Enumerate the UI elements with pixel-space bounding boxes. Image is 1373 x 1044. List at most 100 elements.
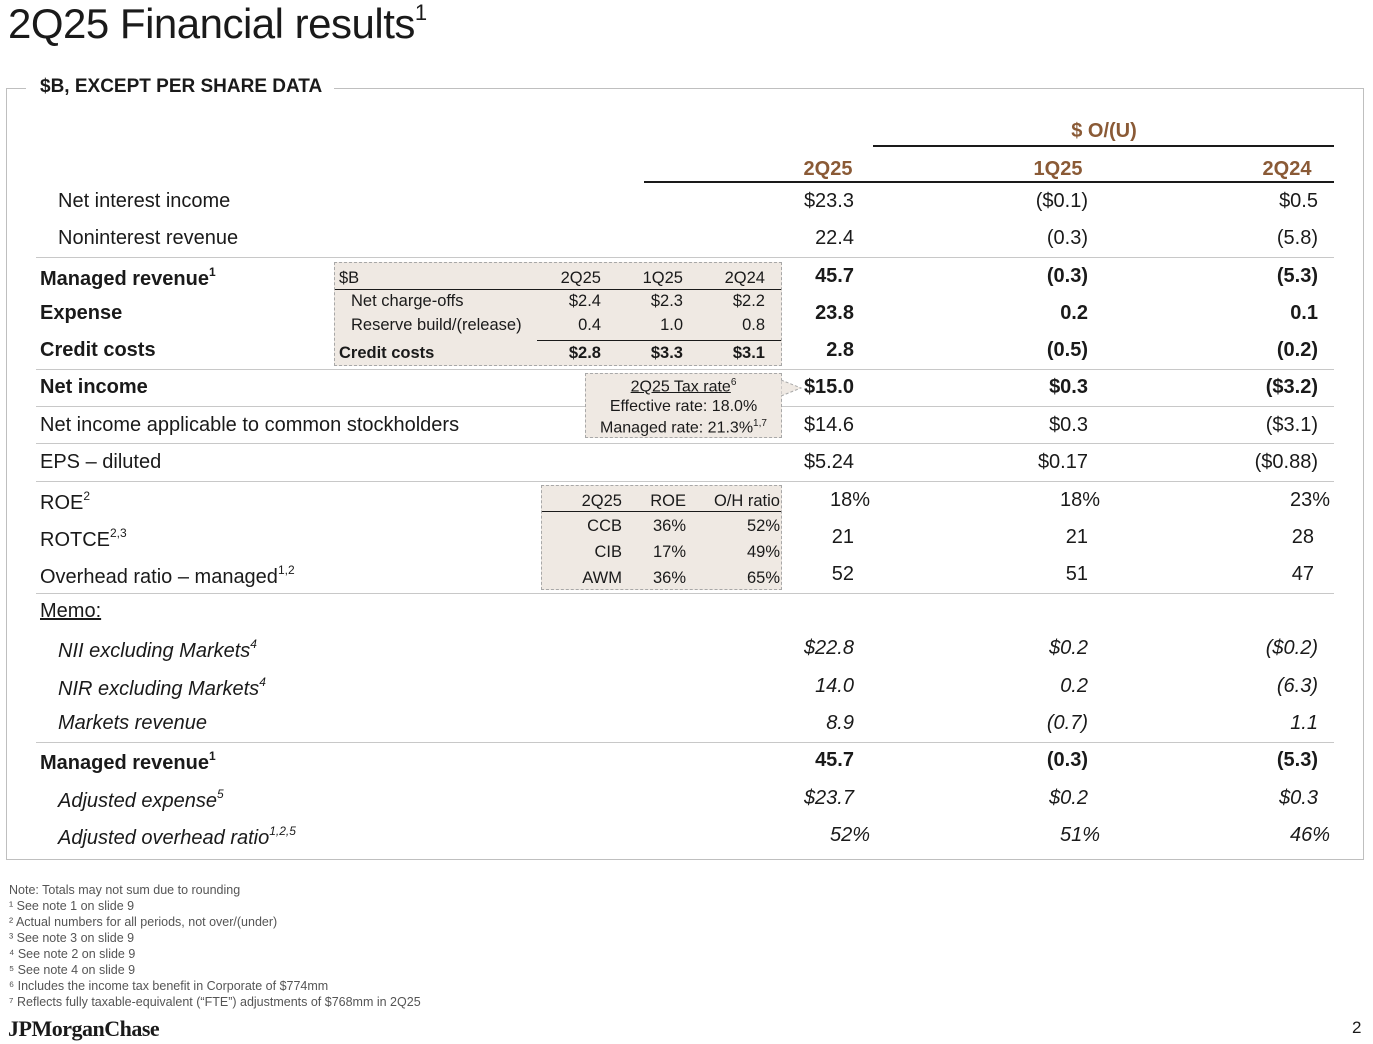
- row-divider: [36, 593, 1334, 594]
- page-number: 2: [1352, 1018, 1362, 1037]
- inset-header: $B: [339, 269, 360, 287]
- footnote: Note: Totals may not sum due to rounding: [9, 883, 241, 897]
- cell-value: (0.2): [1276, 339, 1318, 361]
- footnotes: Note: Totals may not sum due to rounding…: [9, 882, 421, 1010]
- cell-value: $0.17: [1037, 451, 1088, 473]
- effective-rate: Effective rate: 18.0%: [609, 398, 758, 415]
- cell-value: (0.3): [1046, 749, 1088, 771]
- col-header-2q25: 2Q25: [803, 158, 853, 180]
- row-label: Expense: [40, 302, 123, 324]
- cell-value: ($3.1): [1265, 414, 1318, 436]
- row-divider: [36, 369, 1334, 370]
- cell-value: $23.3: [803, 190, 854, 212]
- row-label: Overhead ratio – managed1,2: [40, 563, 295, 588]
- inset-cell: 52%: [746, 517, 780, 535]
- cell-value: ($0.88): [1254, 451, 1318, 473]
- inset-cell: 0.4: [578, 316, 601, 334]
- col-header-2q24: 2Q24: [1262, 158, 1312, 180]
- cell-value: 28: [1291, 526, 1314, 548]
- cell-value: $15.0: [803, 376, 854, 398]
- cell-value: 8.9: [826, 712, 854, 734]
- inset-cell: $3.3: [650, 344, 683, 362]
- row-label: Noninterest revenue: [58, 227, 239, 249]
- cell-value: 45.7: [815, 265, 854, 287]
- cell-value: ($0.2): [1265, 637, 1318, 659]
- cell-value: 22.4: [815, 227, 854, 249]
- cell-value: 52%: [829, 824, 870, 846]
- cell-value: 23%: [1289, 489, 1330, 511]
- footnote: ⁷ Reflects fully taxable-equivalent (“FT…: [9, 995, 421, 1009]
- inset-header: ROE: [650, 492, 686, 510]
- inset-header: 2Q25: [581, 492, 622, 510]
- cell-value: 1.1: [1290, 712, 1318, 734]
- footnote: ³ See note 3 on slide 9: [9, 931, 135, 945]
- row-label: Net income applicable to common stockhol…: [40, 414, 460, 436]
- cell-value: 52: [831, 563, 854, 585]
- inset-header: 2Q25: [560, 269, 601, 287]
- inset-rule: [335, 289, 781, 290]
- row-label: Net income: [40, 376, 148, 398]
- row-label: Credit costs: [40, 339, 156, 361]
- inset-rule: [537, 340, 781, 341]
- memo-row-label: Markets revenue: [58, 712, 207, 734]
- inset-row-label: CCB: [587, 517, 622, 535]
- cell-value: 45.7: [815, 749, 854, 771]
- cell-value: $0.3: [1049, 376, 1088, 398]
- roe-inset: 2Q25 ROE O/H ratio CCB 36% 52% CIB 17% 4…: [541, 485, 782, 590]
- inset-row-label: Reserve build/(release): [351, 316, 522, 334]
- cell-value: 51: [1065, 563, 1088, 585]
- row-label: Managed revenue1: [40, 749, 216, 774]
- memo-row-label: Adjusted expense5: [58, 787, 224, 812]
- row-divider: [36, 443, 1334, 444]
- cell-value: ($0.1): [1035, 190, 1088, 212]
- inset-cell: 65%: [746, 569, 780, 587]
- footnote: ⁶ Includes the income tax benefit in Cor…: [9, 979, 329, 993]
- cell-value: (0.7): [1046, 712, 1088, 734]
- inset-cell: $2.2: [732, 292, 765, 310]
- inset-row-label: Net charge-offs: [351, 292, 464, 310]
- callout-pointer-icon: [781, 379, 803, 397]
- cell-value: (0.3): [1046, 265, 1088, 287]
- inset-cell: $2.4: [568, 292, 601, 310]
- cell-value: $0.3: [1279, 787, 1318, 809]
- cell-value: $0.3: [1049, 414, 1088, 436]
- panel-label: $B, EXCEPT PER SHARE DATA: [26, 76, 335, 98]
- cell-value: 0.2: [1060, 302, 1088, 324]
- col-header-1q25: 1Q25: [1033, 158, 1083, 180]
- row-label: ROE2: [40, 489, 91, 514]
- cell-value: (0.3): [1046, 227, 1088, 249]
- row-label: EPS – diluted: [40, 451, 162, 473]
- variance-group-header: $ O/(U): [1071, 120, 1137, 142]
- cell-value: 47: [1291, 563, 1314, 585]
- cell-value: (5.8): [1276, 227, 1318, 249]
- header-rule: [644, 181, 1334, 183]
- inset-row-label: AWM: [582, 569, 622, 587]
- inset-cell: 36%: [652, 517, 686, 535]
- cell-value: $23.7: [803, 787, 854, 809]
- row-divider: [36, 257, 1334, 258]
- managed-rate: Managed rate: 21.3%1,7: [600, 418, 767, 437]
- footnote: ⁴ See note 2 on slide 9: [9, 947, 136, 961]
- cell-value: $5.24: [803, 451, 854, 473]
- cell-value: (5.3): [1276, 749, 1318, 771]
- tax-rate-callout: 2Q25 Tax rate6 Effective rate: 18.0% Man…: [585, 373, 782, 438]
- inset-total-label: Credit costs: [339, 344, 435, 362]
- inset-cell: 36%: [652, 569, 686, 587]
- cell-value: 18%: [1059, 489, 1100, 511]
- variance-group-rule: [873, 145, 1334, 147]
- memo-row-label: NIR excluding Markets4: [58, 675, 266, 700]
- row-label: ROTCE2,3: [40, 526, 127, 551]
- cell-value: 18%: [829, 489, 870, 511]
- cell-value: 23.8: [815, 302, 854, 324]
- tax-callout-title: 2Q25 Tax rate6: [630, 377, 737, 396]
- footnote: ⁵ See note 4 on slide 9: [9, 963, 136, 977]
- inset-rule: [542, 511, 781, 512]
- cell-value: (0.5): [1046, 339, 1088, 361]
- company-logo: JPMorganChase: [8, 1016, 160, 1041]
- inset-cell: $2.3: [650, 292, 683, 310]
- inset-cell: 17%: [652, 543, 686, 561]
- inset-cell: 0.8: [742, 316, 765, 334]
- cell-value: $0.5: [1279, 190, 1318, 212]
- cell-value: $0.2: [1049, 787, 1088, 809]
- inset-header: 1Q25: [642, 269, 683, 287]
